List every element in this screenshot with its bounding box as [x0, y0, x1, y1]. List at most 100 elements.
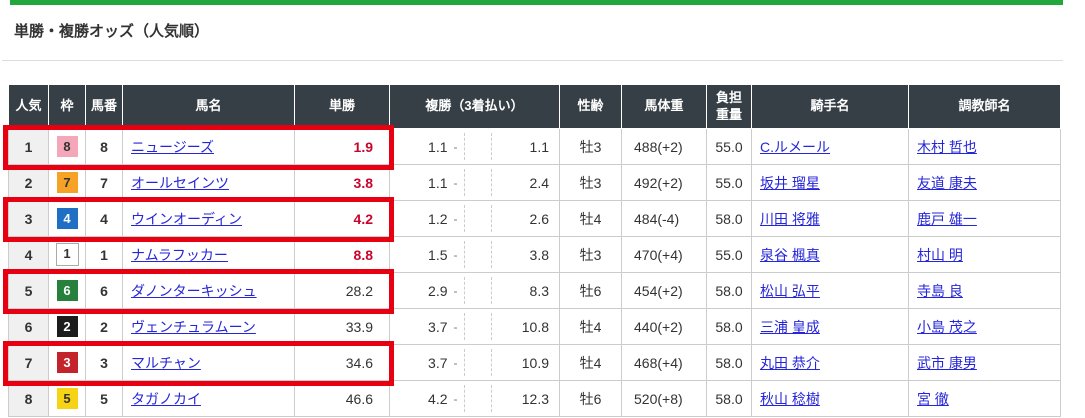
jockey-link[interactable]: 丸田 恭介 [760, 354, 820, 371]
horse-name-link[interactable]: ヴェンチュラムーン [131, 318, 256, 335]
place-odds-cell: 3.7 - 10.8 [389, 308, 560, 345]
trainer-link[interactable]: 村山 明 [917, 246, 963, 263]
horse-name-cell: ウインオーディン [122, 200, 295, 237]
place-odds-high: 2.6 [529, 210, 549, 227]
place-odds-dash: - [453, 211, 458, 226]
sex-age-cell: 牡3 [559, 128, 622, 165]
jockey-link[interactable]: 坂井 瑠星 [760, 174, 820, 191]
col-header-horse-weight: 馬体重 [621, 84, 707, 129]
place-odds-dash: - [453, 247, 458, 262]
frame-cell: 3 [48, 344, 86, 381]
horse-number-cell: 2 [85, 308, 123, 345]
frame-number-badge: 3 [56, 352, 78, 373]
trainer-link[interactable]: 宮 徹 [917, 390, 949, 407]
place-odds-cell: 4.2 - 12.3 [389, 380, 560, 417]
frame-number-badge: 1 [55, 243, 79, 266]
frame-number-badge: 4 [56, 208, 78, 229]
horse-weight-cell: 484(-4) [621, 200, 707, 237]
sex-age-cell: 牡4 [559, 200, 622, 237]
frame-cell: 7 [48, 164, 86, 201]
sex-age-cell: 牡3 [559, 164, 622, 201]
col-header-trainer: 調教師名 [908, 84, 1061, 129]
place-odds-high: 3.8 [529, 246, 549, 263]
win-odds-cell: 46.6 [294, 380, 390, 417]
frame-cell: 8 [48, 128, 86, 165]
horse-name-cell: ダノンターキッシュ [122, 272, 295, 309]
horse-name-link[interactable]: マルチャン [131, 354, 201, 371]
horse-name-link[interactable]: ナムラフッカー [131, 246, 228, 263]
rank-cell: 6 [8, 308, 49, 345]
page-title: 単勝・複勝オッズ（人気順） [14, 23, 210, 40]
place-odds-high: 12.3 [521, 390, 549, 407]
sex-age-cell: 牡3 [559, 236, 622, 273]
place-odds-dash: - [453, 391, 458, 406]
trainer-link[interactable]: 寺島 良 [917, 282, 963, 299]
place-odds-high: 1.1 [529, 138, 549, 155]
jockey-link[interactable]: 松山 弘平 [760, 282, 820, 299]
carried-weight-cell: 58.0 [706, 344, 752, 381]
frame-cell: 1 [48, 236, 86, 273]
place-odds-low: 1.1 [428, 174, 448, 191]
carried-weight-cell: 55.0 [706, 128, 752, 165]
horse-number-cell: 6 [85, 272, 123, 309]
place-odds-low: 2.9 [428, 282, 448, 299]
jockey-link[interactable]: 秋山 稔樹 [760, 390, 820, 407]
rank-cell: 4 [8, 236, 49, 273]
horse-name-link[interactable]: ウインオーディン [131, 210, 243, 227]
carried-weight-cell: 58.0 [706, 380, 752, 417]
carried-weight-cell: 58.0 [706, 200, 752, 237]
horse-name-link[interactable]: ニュージーズ [131, 138, 215, 155]
rank-cell: 1 [8, 128, 49, 165]
trainer-cell: 小島 茂之 [908, 308, 1061, 345]
sex-age-cell: 牡4 [559, 344, 622, 381]
trainer-cell: 鹿戸 雄一 [908, 200, 1061, 237]
table-row: 1 8 8 ニュージーズ 1.9 1.1 - 1.1 牡3 488(+2) 55… [8, 128, 1061, 165]
horse-number-cell: 5 [85, 380, 123, 417]
jockey-cell: 秋山 稔樹 [751, 380, 909, 417]
frame-number-badge: 2 [56, 316, 78, 337]
carried-weight-cell: 55.0 [706, 236, 752, 273]
jockey-cell: 三浦 皇成 [751, 308, 909, 345]
jockey-cell: 川田 将雅 [751, 200, 909, 237]
frame-number-badge: 8 [56, 136, 78, 157]
trainer-link[interactable]: 小島 茂之 [917, 318, 977, 335]
horse-name-cell: ニュージーズ [122, 128, 295, 165]
horse-name-cell: マルチャン [122, 344, 295, 381]
jockey-link[interactable]: 三浦 皇成 [760, 318, 820, 335]
trainer-link[interactable]: 鹿戸 雄一 [917, 210, 977, 227]
jockey-link[interactable]: C.ルメール [760, 138, 830, 155]
trainer-cell: 寺島 良 [908, 272, 1061, 309]
trainer-link[interactable]: 友道 康夫 [917, 174, 977, 191]
frame-cell: 6 [48, 272, 86, 309]
place-odds-cell: 3.7 - 10.9 [389, 344, 560, 381]
rank-cell: 2 [8, 164, 49, 201]
horse-name-link[interactable]: タガノカイ [131, 390, 201, 407]
place-odds-separator [463, 241, 492, 268]
horse-name-link[interactable]: ダノンターキッシュ [131, 282, 257, 299]
jockey-cell: 丸田 恭介 [751, 344, 909, 381]
win-odds-cell: 28.2 [294, 272, 390, 309]
col-header-win-odds: 単勝 [294, 84, 390, 129]
trainer-link[interactable]: 木村 哲也 [917, 138, 977, 155]
place-odds-cell: 2.9 - 8.3 [389, 272, 560, 309]
odds-table: 人気 枠 馬番 馬名 単勝 複勝（3着払い） 性齢 馬体重 負担 重量 騎手名 調… [8, 84, 1061, 417]
horse-weight-cell: 488(+2) [621, 128, 707, 165]
trainer-cell: 武市 康男 [908, 344, 1061, 381]
frame-number-badge: 5 [56, 388, 78, 409]
horse-name-link[interactable]: オールセインツ [131, 174, 229, 191]
place-odds-low: 1.5 [428, 246, 448, 263]
jockey-link[interactable]: 川田 将雅 [760, 210, 820, 227]
rank-cell: 3 [8, 200, 49, 237]
horse-weight-cell: 468(+4) [621, 344, 707, 381]
jockey-link[interactable]: 泉谷 楓真 [760, 246, 820, 263]
place-odds-high: 10.8 [521, 318, 549, 335]
col-header-frame: 枠 [48, 84, 86, 129]
place-odds-cell: 1.5 - 3.8 [389, 236, 560, 273]
sex-age-cell: 牡6 [559, 380, 622, 417]
place-odds-dash: - [453, 139, 458, 154]
col-header-place-odds: 複勝（3着払い） [389, 84, 560, 129]
horse-number-cell: 3 [85, 344, 123, 381]
trainer-link[interactable]: 武市 康男 [917, 354, 977, 371]
horse-name-cell: オールセインツ [122, 164, 295, 201]
col-header-horse-name: 馬名 [122, 84, 295, 129]
